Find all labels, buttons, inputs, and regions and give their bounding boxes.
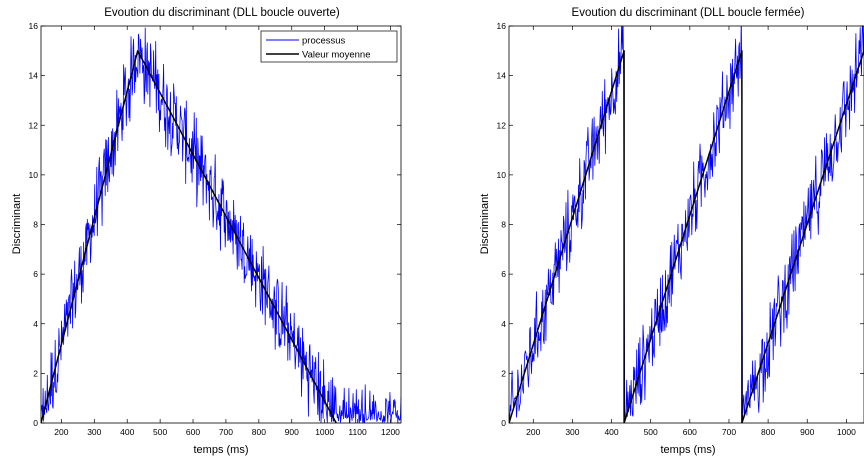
y-tick-label: 8: [501, 220, 506, 230]
x-tick-label: 1000: [837, 427, 856, 437]
x-tick-label: 300: [565, 427, 579, 437]
axis-ticks: 0 2 4 6 8 10 12 14 16 200 300 400 500 600 700 800 900 100…: [497, 21, 864, 437]
y-tick-label: 8: [33, 220, 38, 230]
data-layer: [509, 26, 864, 423]
y-tick-label: 6: [501, 269, 506, 279]
data-layer: [41, 27, 401, 423]
legend: processus Valeur moyenne: [260, 30, 398, 63]
plot-frame: [40, 25, 402, 424]
y-axis-label: Discriminant: [479, 194, 491, 255]
x-tick-label: 1000: [315, 427, 334, 437]
y-tick-label: 6: [33, 269, 38, 279]
y-tick-label: 14: [497, 71, 507, 81]
x-tick-label: 500: [644, 427, 658, 437]
series-mean-line: [509, 50, 864, 423]
x-axis-label: temps (ms): [194, 444, 249, 456]
x-tick-label: 600: [683, 427, 697, 437]
x-tick-label: 400: [120, 427, 134, 437]
x-tick-label: 800: [761, 427, 775, 437]
axis-ticks: 0 2 4 6 8 10 12 14 16 200 300 400 500 600 700 800 900 100…: [29, 21, 401, 437]
series-processus-line: [41, 27, 401, 423]
x-tick-label: 700: [219, 427, 233, 437]
plot-frame: [508, 25, 864, 424]
x-axis-label: temps (ms): [661, 444, 716, 456]
legend-label-processus: processus: [302, 36, 346, 47]
chart-title: Evoution du discriminant (DLL boucle ouv…: [104, 7, 340, 19]
y-tick-label: 14: [29, 71, 39, 81]
y-tick-label: 4: [501, 319, 506, 329]
y-tick-label: 0: [33, 418, 38, 428]
y-tick-label: 2: [501, 368, 506, 378]
x-tick-label: 900: [800, 427, 814, 437]
x-tick-label: 900: [285, 427, 299, 437]
y-tick-label: 0: [501, 418, 506, 428]
chart-closed-loop: Evoution du discriminant (DLL boucle fer…: [479, 7, 864, 456]
y-tick-label: 10: [497, 170, 507, 180]
series-processus-line: [509, 26, 864, 423]
legend-label-mean: Valeur moyenne: [302, 50, 370, 61]
x-tick-label: 500: [153, 427, 167, 437]
x-tick-label: 400: [604, 427, 618, 437]
x-tick-label: 600: [186, 427, 200, 437]
y-tick-label: 16: [497, 21, 507, 31]
legend-box: [260, 30, 398, 63]
x-tick-label: 700: [722, 427, 736, 437]
x-tick-label: 300: [87, 427, 101, 437]
y-tick-label: 4: [33, 319, 38, 329]
x-tick-label: 1100: [348, 427, 367, 437]
y-tick-label: 2: [33, 368, 38, 378]
x-tick-label: 200: [54, 427, 68, 437]
y-axis-label: Discriminant: [11, 194, 23, 255]
y-tick-label: 16: [29, 21, 39, 31]
chart-open-loop: Evoution du discriminant (DLL boucle ouv…: [11, 7, 402, 456]
y-tick-label: 12: [497, 120, 507, 130]
chart-title: Evoution du discriminant (DLL boucle fer…: [572, 7, 805, 19]
x-tick-label: 800: [252, 427, 266, 437]
y-tick-label: 12: [29, 120, 39, 130]
x-tick-label: 200: [526, 427, 540, 437]
x-tick-label: 1200: [381, 427, 400, 437]
series-mean-line: [41, 50, 337, 423]
y-tick-label: 10: [29, 170, 39, 180]
